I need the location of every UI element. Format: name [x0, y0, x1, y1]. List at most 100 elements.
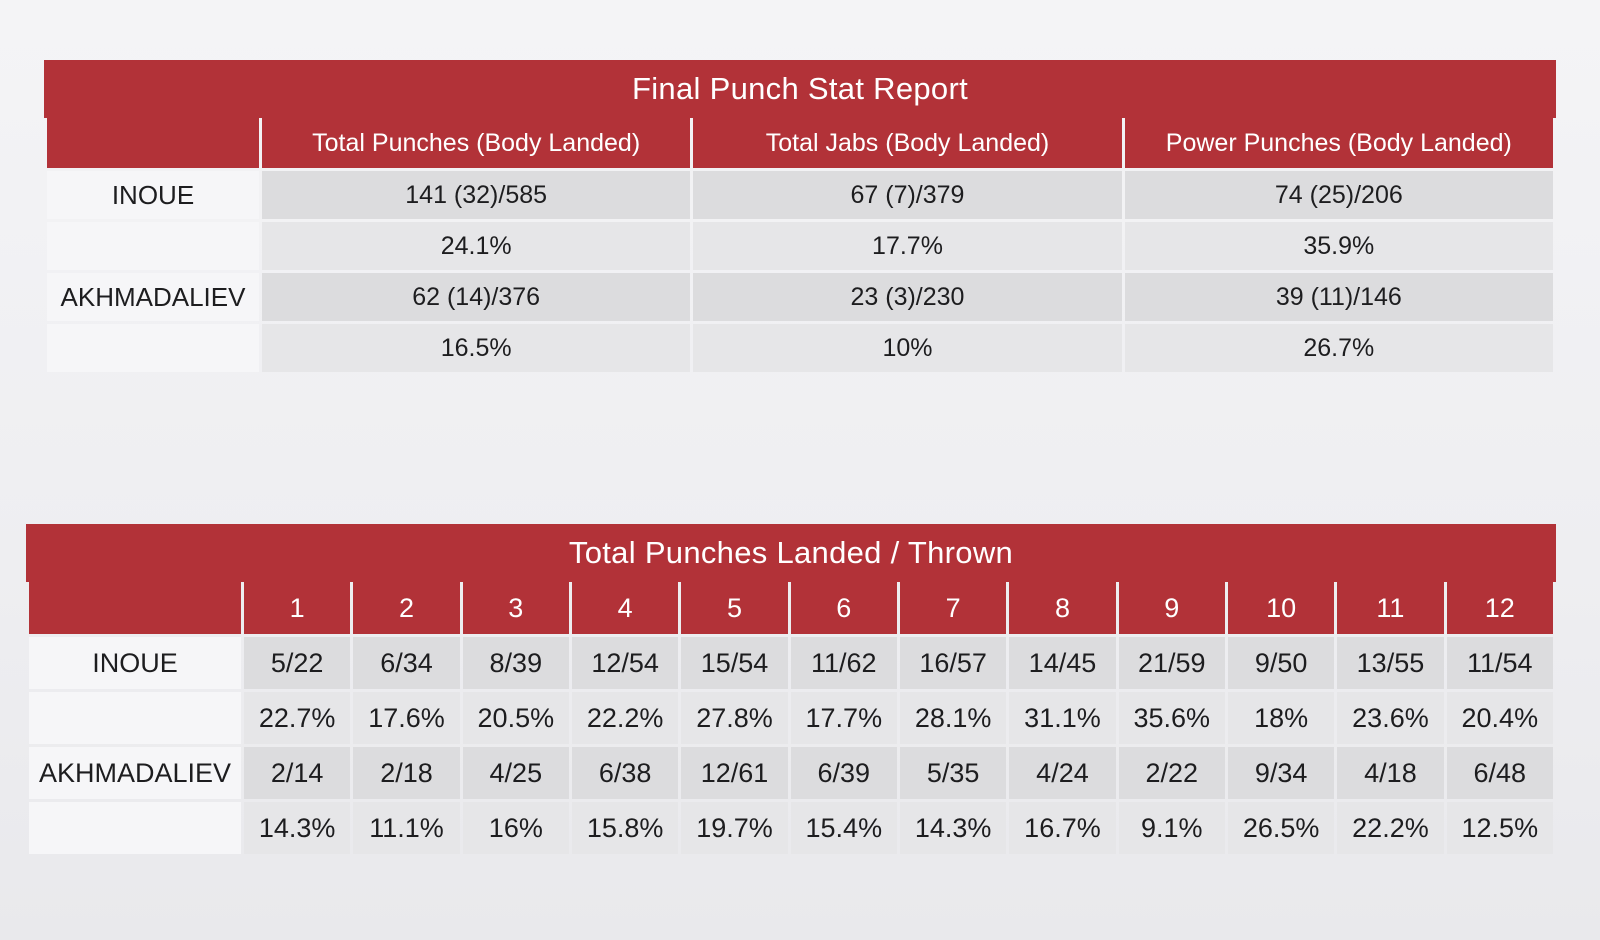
- table-row: INOUE 5/22 6/34 8/39 12/54 15/54 11/62 16/57 14/…: [29, 637, 1553, 689]
- round-percent: 17.6%: [353, 692, 460, 744]
- round-header: 10: [1227, 582, 1335, 634]
- header-row: Total Punches (Body Landed) Total Jabs (…: [47, 118, 1553, 168]
- round-header: 7: [899, 582, 1007, 634]
- round-percent: 18%: [1227, 692, 1335, 744]
- round-header: 6: [790, 582, 897, 634]
- column-header: Total Punches (Body Landed): [262, 118, 691, 168]
- blank-cell: [29, 692, 241, 744]
- final-stats-table: Total Punches (Body Landed) Total Jabs (…: [44, 115, 1556, 375]
- round-header: 12: [1446, 582, 1553, 634]
- stat-percent: 35.9%: [1124, 222, 1553, 270]
- round-header: 11: [1337, 582, 1444, 634]
- stat-percent: 26.7%: [1124, 324, 1553, 372]
- round-count: 15/54: [681, 637, 788, 689]
- round-count: 2/18: [353, 747, 460, 799]
- stat-percent: 10%: [693, 324, 1122, 372]
- round-count: 9/34: [1227, 747, 1335, 799]
- round-count: 4/18: [1337, 747, 1444, 799]
- table-row: INOUE 141 (32)/585 67 (7)/379 74 (25)/20…: [47, 171, 1553, 219]
- round-count: 12/61: [681, 747, 788, 799]
- round-percent: 11.1%: [353, 802, 460, 854]
- header-row: 1 2 3 4 5 6 7 8 9 10 11 12: [29, 582, 1553, 634]
- round-count: 6/39: [790, 747, 897, 799]
- stat-count: 62 (14)/376: [262, 273, 691, 321]
- stat-count: 67 (7)/379: [693, 171, 1122, 219]
- round-count: 11/54: [1446, 637, 1553, 689]
- round-count: 2/14: [244, 747, 351, 799]
- round-header: 3: [462, 582, 569, 634]
- stat-count: 141 (32)/585: [262, 171, 691, 219]
- round-percent: 15.4%: [790, 802, 897, 854]
- final-punch-stat-report: Final Punch Stat Report Total Punches (B…: [44, 60, 1556, 375]
- stat-percent: 24.1%: [262, 222, 691, 270]
- round-count: 5/22: [244, 637, 351, 689]
- fighter-name: INOUE: [29, 637, 241, 689]
- round-header: 8: [1009, 582, 1116, 634]
- table-row: AKHMADALIEV 62 (14)/376 23 (3)/230 39 (1…: [47, 273, 1553, 321]
- round-percent: 26.5%: [1227, 802, 1335, 854]
- column-header: Total Jabs (Body Landed): [693, 118, 1122, 168]
- table-row: 22.7% 17.6% 20.5% 22.2% 27.8% 17.7% 28.1% 31.1%…: [29, 692, 1553, 744]
- round-header: 1: [244, 582, 351, 634]
- blank-cell: [29, 802, 241, 854]
- round-count: 6/38: [571, 747, 679, 799]
- round-count: 4/25: [462, 747, 569, 799]
- round-header: 9: [1118, 582, 1225, 634]
- table-row: AKHMADALIEV 2/14 2/18 4/25 6/38 12/61 6/39 5/35…: [29, 747, 1553, 799]
- round-percent: 16%: [462, 802, 569, 854]
- column-header: Power Punches (Body Landed): [1124, 118, 1553, 168]
- table-row: 24.1% 17.7% 35.9%: [47, 222, 1553, 270]
- round-count: 12/54: [571, 637, 679, 689]
- round-count: 13/55: [1337, 637, 1444, 689]
- stat-count: 74 (25)/206: [1124, 171, 1553, 219]
- report-title: Total Punches Landed / Thrown: [26, 524, 1556, 582]
- round-count: 2/22: [1118, 747, 1225, 799]
- round-count: 6/34: [353, 637, 460, 689]
- round-percent: 9.1%: [1118, 802, 1225, 854]
- round-percent: 22.2%: [1337, 802, 1444, 854]
- round-percent: 22.2%: [571, 692, 679, 744]
- fighter-name: AKHMADALIEV: [29, 747, 241, 799]
- round-count: 16/57: [899, 637, 1007, 689]
- round-percent: 35.6%: [1118, 692, 1225, 744]
- round-percent: 22.7%: [244, 692, 351, 744]
- round-count: 4/24: [1009, 747, 1116, 799]
- round-percent: 28.1%: [899, 692, 1007, 744]
- round-count: 5/35: [899, 747, 1007, 799]
- fighter-name: INOUE: [47, 171, 259, 219]
- blank-cell: [47, 222, 259, 270]
- round-percent: 14.3%: [244, 802, 351, 854]
- corner-cell: [47, 118, 259, 168]
- round-percent: 31.1%: [1009, 692, 1116, 744]
- round-percent: 20.5%: [462, 692, 569, 744]
- fighter-name: AKHMADALIEV: [47, 273, 259, 321]
- round-percent: 16.7%: [1009, 802, 1116, 854]
- round-count: 9/50: [1227, 637, 1335, 689]
- stat-count: 39 (11)/146: [1124, 273, 1553, 321]
- round-percent: 27.8%: [681, 692, 788, 744]
- round-count: 6/48: [1446, 747, 1553, 799]
- round-percent: 20.4%: [1446, 692, 1553, 744]
- round-percent: 17.7%: [790, 692, 897, 744]
- report-title: Final Punch Stat Report: [44, 60, 1556, 118]
- round-percent: 19.7%: [681, 802, 788, 854]
- rounds-table: 1 2 3 4 5 6 7 8 9 10 11 12 INOUE 5/22 6/34 8/39 12/54 15…: [26, 579, 1556, 857]
- blank-cell: [47, 324, 259, 372]
- corner-cell: [29, 582, 241, 634]
- round-percent: 15.8%: [571, 802, 679, 854]
- round-percent: 12.5%: [1446, 802, 1553, 854]
- round-percent: 14.3%: [899, 802, 1007, 854]
- round-count: 11/62: [790, 637, 897, 689]
- round-header: 4: [571, 582, 679, 634]
- table-row: 16.5% 10% 26.7%: [47, 324, 1553, 372]
- round-count: 21/59: [1118, 637, 1225, 689]
- round-percent: 23.6%: [1337, 692, 1444, 744]
- stat-percent: 16.5%: [262, 324, 691, 372]
- round-count: 8/39: [462, 637, 569, 689]
- stat-percent: 17.7%: [693, 222, 1122, 270]
- round-header: 5: [681, 582, 788, 634]
- stat-count: 23 (3)/230: [693, 273, 1122, 321]
- round-header: 2: [353, 582, 460, 634]
- round-count: 14/45: [1009, 637, 1116, 689]
